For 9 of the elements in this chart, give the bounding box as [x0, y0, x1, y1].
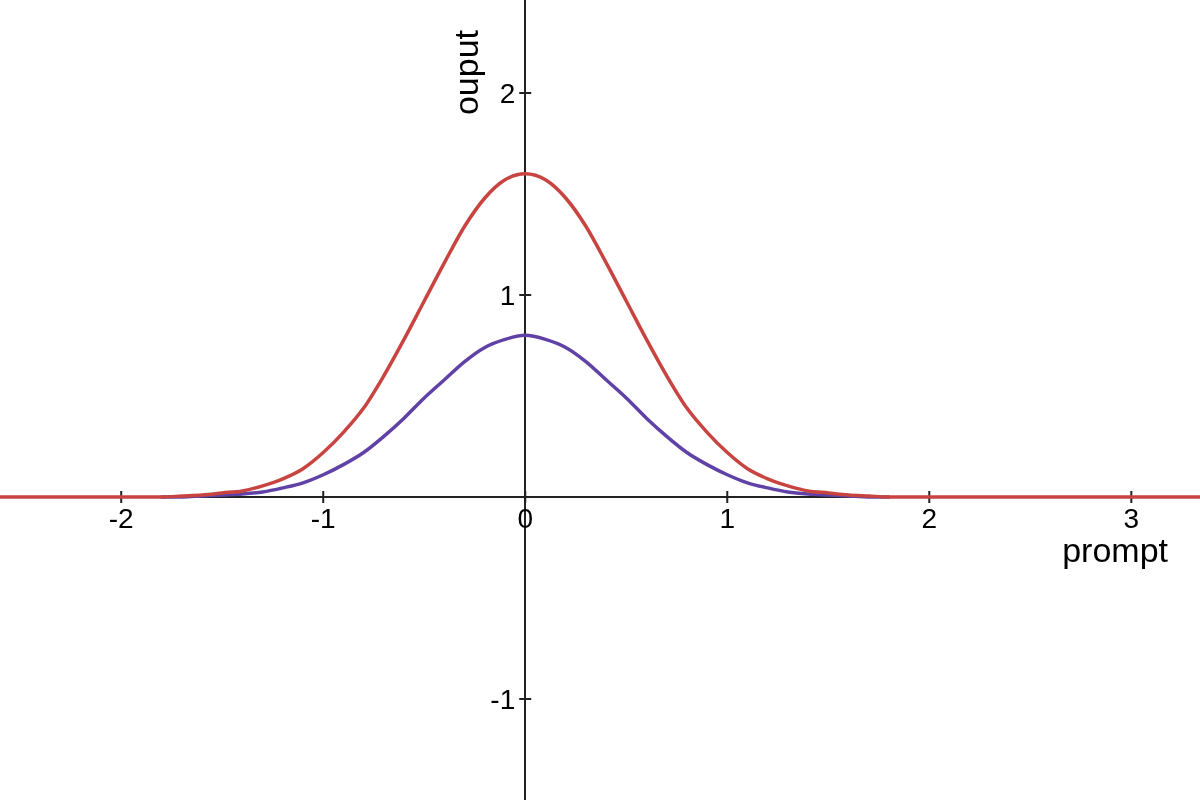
y-tick-label: -1 [490, 684, 516, 716]
y-tick-label: 2 [499, 77, 516, 109]
x-tick-label: 2 [921, 502, 938, 534]
y-axis-title: ouput [447, 29, 486, 116]
x-tick-label: -2 [108, 502, 134, 534]
y-tick-label: 1 [499, 279, 516, 311]
x-tick-label: 1 [719, 502, 736, 534]
x-tick-label: -1 [310, 502, 336, 534]
line-series [0, 171, 1200, 499]
